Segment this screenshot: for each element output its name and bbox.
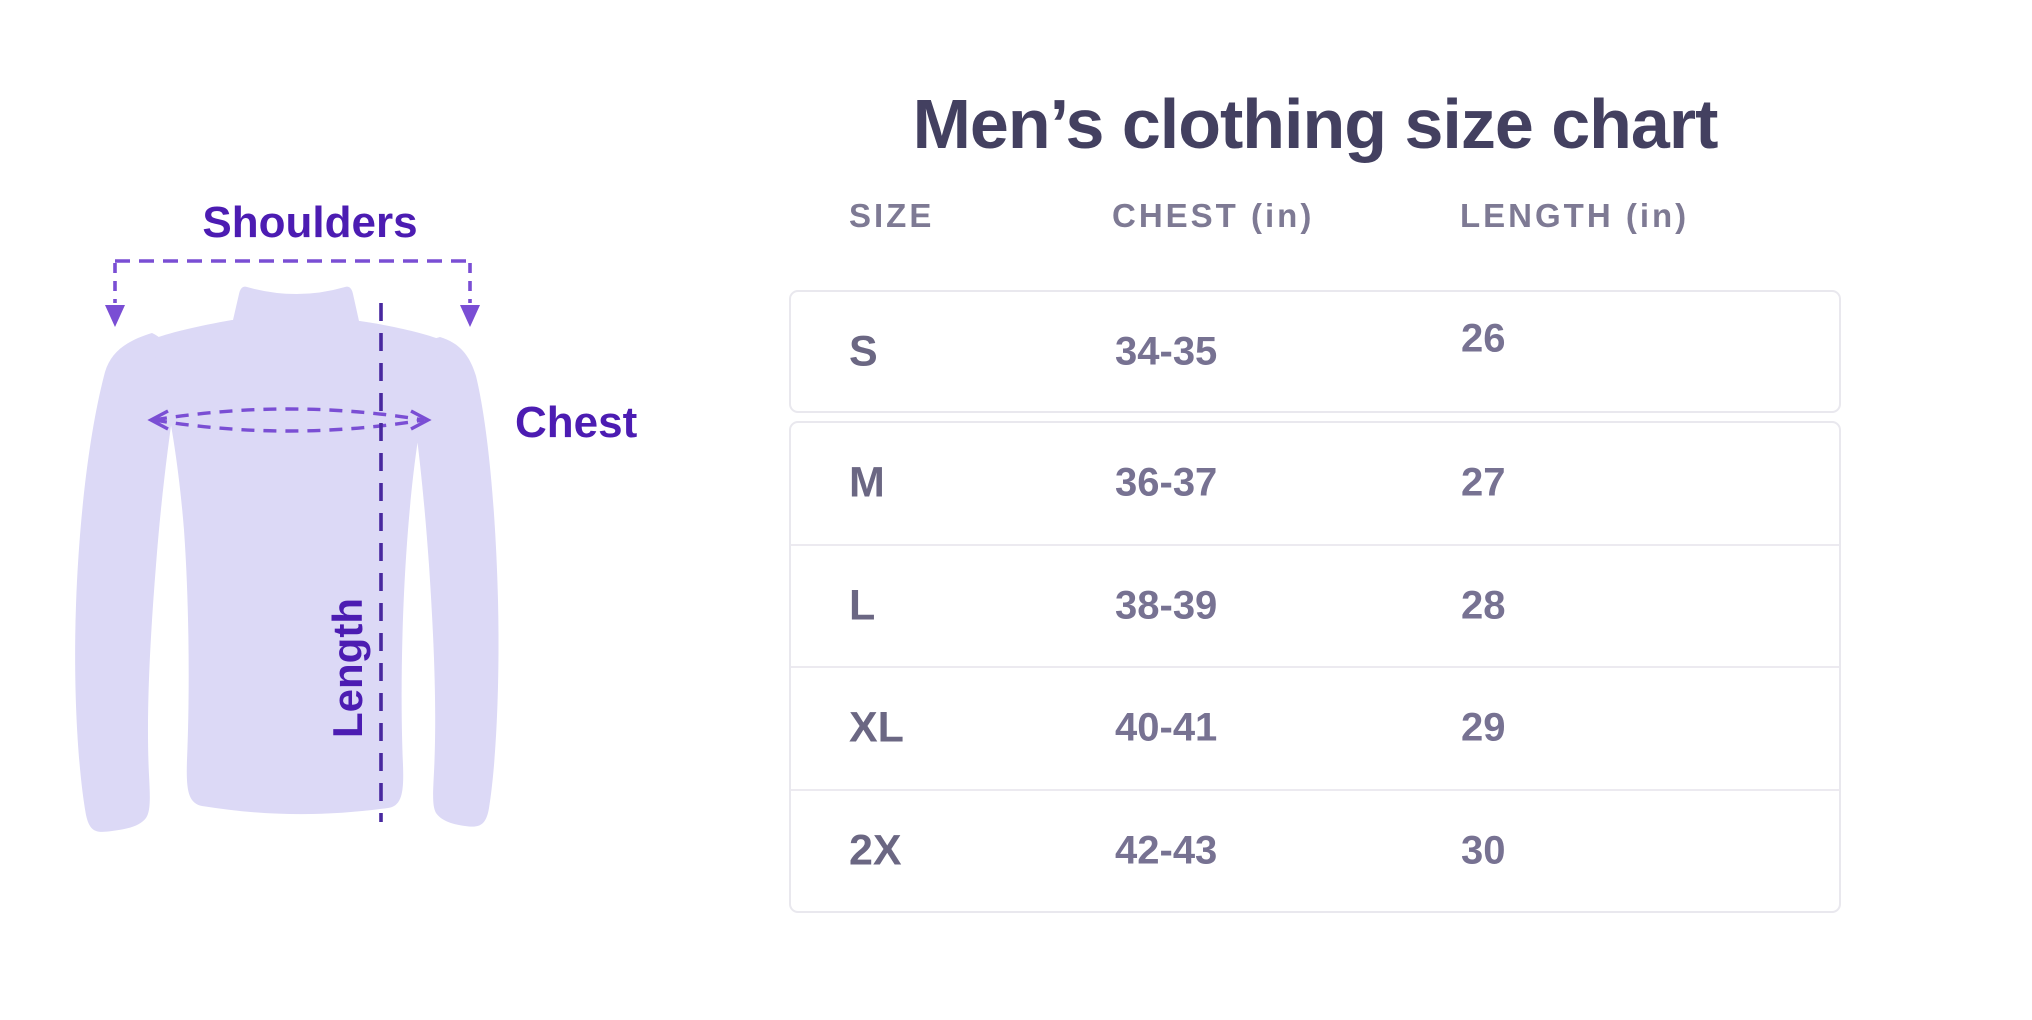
size-cell: L xyxy=(849,581,876,630)
size-cell: 2X xyxy=(849,826,902,875)
chest-arrow-right-icon xyxy=(410,409,432,431)
length-cell: 27 xyxy=(1461,460,1506,505)
length-cell: 30 xyxy=(1461,828,1506,873)
table-row-group: M 36-37 27 L 38-39 28 XL 40-41 29 2X 42-… xyxy=(789,421,1841,913)
shirt-collar xyxy=(233,286,359,334)
chest-arrow-left-icon xyxy=(147,409,169,431)
column-header-length: LENGTH (in) xyxy=(1460,197,1690,234)
column-header-size: SIZE xyxy=(849,197,935,234)
table-row-2x: 2X 42-43 30 xyxy=(791,788,1839,912)
size-table: SIZE CHEST (in) LENGTH (in) S 34-35 26 M… xyxy=(0,0,2032,913)
size-cell: XL xyxy=(849,703,904,752)
chest-ellipse xyxy=(153,407,425,433)
length-cell: 29 xyxy=(1461,705,1506,750)
shoulders-arrow-right-icon xyxy=(460,305,480,327)
shoulders-label: Shoulders xyxy=(202,198,418,247)
page-title: Men’s clothing size chart xyxy=(912,85,1719,163)
shirt-left-sleeve xyxy=(75,333,177,832)
table-row-l: L 38-39 28 xyxy=(791,543,1839,667)
chest-cell: 42-43 xyxy=(1115,828,1218,873)
chest-cell: 40-41 xyxy=(1115,705,1218,750)
size-cell: S xyxy=(849,327,878,375)
length-cell: 26 xyxy=(1461,316,1506,360)
size-cell: M xyxy=(849,458,885,507)
table-row-m: M 36-37 27 xyxy=(791,423,1839,544)
length-label: Length xyxy=(324,598,371,738)
chest-label: Chest xyxy=(515,398,638,447)
shirt-right-sleeve xyxy=(410,337,499,827)
shirt-body xyxy=(150,320,442,815)
table-row-xl: XL 40-41 29 xyxy=(791,666,1839,789)
length-cell: 28 xyxy=(1461,583,1506,628)
shoulders-bracket xyxy=(113,259,472,303)
chest-cell: 34-35 xyxy=(1115,329,1218,373)
chest-cell: 38-39 xyxy=(1115,583,1218,628)
column-header-chest: CHEST (in) xyxy=(1112,197,1315,234)
shoulders-arrow-left-icon xyxy=(105,305,125,327)
chest-cell: 36-37 xyxy=(1115,460,1218,505)
table-row-s: S 34-35 26 xyxy=(789,290,1841,413)
